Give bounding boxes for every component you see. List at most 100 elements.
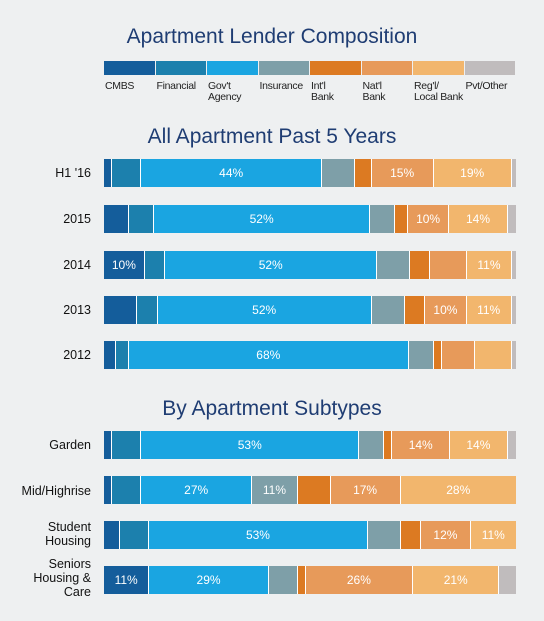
bar-row: 53% 14% 14% <box>104 431 516 459</box>
bar-segment: 21% <box>412 566 500 594</box>
data-label: 12% <box>433 528 458 542</box>
bar-segment <box>370 205 396 233</box>
bar-segment: 10% <box>425 296 467 324</box>
bar-row: 10% 52% 11% <box>104 251 516 279</box>
data-label: 11% <box>477 258 501 272</box>
bar-segment: 53% <box>149 521 368 549</box>
bar-row: 68% <box>104 341 516 369</box>
data-label: 52% <box>258 258 283 272</box>
data-label: 21% <box>443 573 468 587</box>
bar-segment <box>511 296 516 324</box>
bar-segment: 28% <box>400 476 516 504</box>
legend-swatch <box>310 61 362 75</box>
data-label: 14% <box>408 438 433 452</box>
bar-row: 11% 29% 26% 21% <box>104 566 516 594</box>
bar-segment <box>144 251 166 279</box>
bar-segment <box>408 341 434 369</box>
data-label: 26% <box>346 573 371 587</box>
bar-row: 52% 10% 14% <box>104 205 516 233</box>
bar-segment: 12% <box>421 521 471 549</box>
row-label: Garden <box>49 438 91 452</box>
bar-segment <box>367 521 401 549</box>
legend-swatches <box>104 61 516 75</box>
bar-segment <box>404 296 426 324</box>
legend-label: Gov't Agency <box>208 80 242 103</box>
bar-segment <box>355 159 372 187</box>
bar-segment <box>395 205 408 233</box>
legend-label: Insurance <box>259 80 304 92</box>
bar-segment: 15% <box>371 159 434 187</box>
bar-segment <box>409 251 431 279</box>
row-label: Seniors Housing & Care <box>33 557 91 599</box>
bar-segment: 29% <box>149 566 269 594</box>
legend-swatch <box>413 61 465 75</box>
bar-segment <box>128 205 154 233</box>
bar-segment <box>511 159 516 187</box>
legend-swatch <box>155 61 207 75</box>
bar-row: 44% 15% 19% <box>104 159 516 187</box>
bar-segment <box>104 431 113 459</box>
bar-segment <box>116 341 129 369</box>
data-label: 27% <box>184 483 209 497</box>
legend-label: Nat'l Bank <box>362 80 386 103</box>
bar-segment: 52% <box>157 296 372 324</box>
bar-segment: 19% <box>433 159 512 187</box>
bar-segment <box>297 476 331 504</box>
bar-segment <box>371 296 405 324</box>
bar-segment <box>104 205 129 233</box>
bar-row: 52% 10% 11% <box>104 296 516 324</box>
data-label: 44% <box>219 166 244 180</box>
bar-segment <box>112 431 142 459</box>
row-label: 2012 <box>63 348 91 362</box>
bar-segment <box>430 251 467 279</box>
data-label: 10% <box>111 258 136 272</box>
data-label: 14% <box>466 438 491 452</box>
bar-segment: 17% <box>330 476 401 504</box>
bar-segment <box>441 341 475 369</box>
bar-segment: 68% <box>128 341 409 369</box>
legend-label: Financial <box>156 80 197 92</box>
bar-segment <box>297 566 306 594</box>
bar-segment <box>507 205 516 233</box>
bar-segment <box>268 566 298 594</box>
bar-segment: 53% <box>141 431 360 459</box>
legend-swatch <box>104 61 156 75</box>
bar-segment <box>112 159 142 187</box>
bar-segment: 11% <box>470 521 516 549</box>
bar-segment <box>104 159 113 187</box>
bar-segment: 52% <box>153 205 371 233</box>
legend-label: Int'l Bank <box>311 80 334 103</box>
bar-segment: 14% <box>450 431 508 459</box>
bar-segment <box>104 296 137 324</box>
data-label: 10% <box>433 303 458 317</box>
bar-segment: 27% <box>141 476 253 504</box>
bar-segment <box>322 159 356 187</box>
group-title-all-apartment: All Apartment Past 5 Years <box>147 125 397 148</box>
data-label: 52% <box>252 303 277 317</box>
bar-segment <box>511 341 516 369</box>
bar-segment <box>474 341 512 369</box>
data-label: 19% <box>460 166 485 180</box>
bar-segment <box>511 251 516 279</box>
row-label: Student Housing <box>45 520 91 548</box>
row-label: 2013 <box>63 303 91 317</box>
data-label: 11% <box>481 528 505 542</box>
bar-segment: 11% <box>467 251 512 279</box>
bar-segment <box>507 431 516 459</box>
data-label: 10% <box>416 212 441 226</box>
data-label: 14% <box>466 212 491 226</box>
bar-segment <box>120 521 150 549</box>
bar-segment <box>384 431 393 459</box>
bar-segment: 10% <box>104 251 145 279</box>
group-title-subtypes: By Apartment Subtypes <box>162 397 382 420</box>
row-label: 2014 <box>63 258 91 272</box>
legend-label: Pvt/Other <box>465 80 508 92</box>
data-label: 11% <box>262 483 287 497</box>
data-label: 15% <box>390 166 415 180</box>
bar-segment: 52% <box>165 251 378 279</box>
bar-segment: 14% <box>392 431 451 459</box>
legend-label: CMBS <box>105 80 135 92</box>
data-label: 28% <box>446 483 471 497</box>
bar-segment <box>136 296 158 324</box>
data-label: 52% <box>249 212 274 226</box>
